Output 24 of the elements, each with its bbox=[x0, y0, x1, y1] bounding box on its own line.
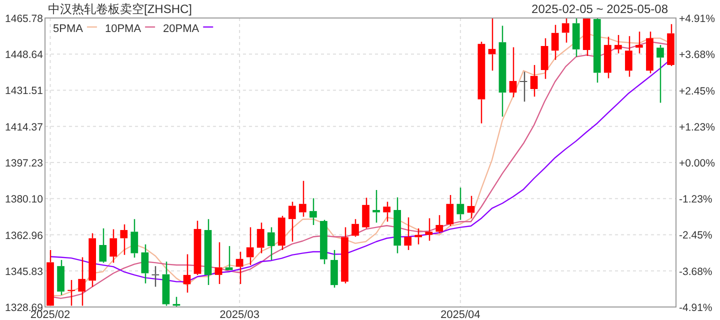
y-tick-label: 1431.51 bbox=[5, 85, 44, 98]
y2-tick-label: -2.45% bbox=[679, 230, 712, 242]
chart-title: 中汉热轧卷板卖空[ZHSHC] bbox=[48, 2, 192, 16]
legend-label: 20PMA bbox=[163, 23, 200, 35]
y-tick-label: 1448.64 bbox=[5, 49, 44, 62]
y-tick-label: 1397.23 bbox=[5, 158, 44, 170]
y2-tick-label: +3.68% bbox=[679, 49, 715, 62]
y-tick-label: 1465.78 bbox=[5, 13, 44, 25]
y2-tick-label: +2.45% bbox=[679, 85, 715, 98]
x-tick-label: 2025/04 bbox=[440, 309, 480, 320]
y2-tick-label: -3.68% bbox=[679, 266, 712, 278]
y2-tick-label: -1.23% bbox=[679, 194, 712, 206]
y-tick-label: 1380.10 bbox=[5, 194, 44, 206]
legend-label: 5PMA bbox=[53, 23, 84, 35]
y-tick-label: 1362.96 bbox=[5, 230, 44, 242]
legend-label: 10PMA bbox=[104, 23, 142, 35]
y2-tick-label: +4.91% bbox=[679, 13, 715, 25]
y2-tick-label: -4.91% bbox=[679, 302, 712, 314]
x-tick-label: 2025/03 bbox=[220, 309, 260, 320]
y-tick-label: 1414.37 bbox=[5, 121, 44, 134]
chart-subtitle: 2025-02-05 ~ 2025-05-08 bbox=[532, 2, 668, 16]
y2-tick-label: +0.00% bbox=[679, 158, 715, 170]
y2-tick-label: +1.23% bbox=[679, 121, 715, 134]
y-tick-label: 1345.83 bbox=[5, 266, 44, 278]
